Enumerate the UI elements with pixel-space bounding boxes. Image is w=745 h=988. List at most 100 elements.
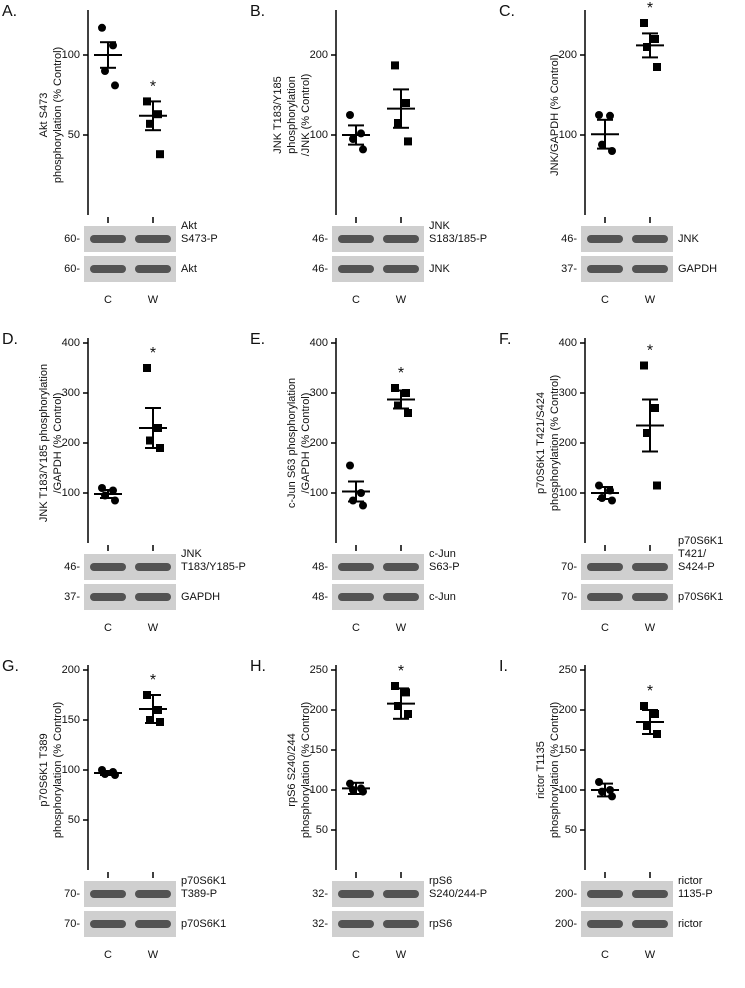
data-point [146, 436, 154, 445]
y-tick-label: 100 [62, 764, 80, 776]
significance-mark: * [398, 365, 404, 382]
blot-band [135, 563, 171, 571]
panel-label: A. [2, 3, 17, 20]
blot-band [90, 890, 126, 898]
blot-marker: 70- [64, 888, 80, 900]
blot-label: GAPDH [678, 263, 717, 275]
panel-label: I. [499, 658, 508, 675]
blot-band [383, 563, 419, 571]
blot-band [587, 593, 623, 601]
data-point [154, 110, 162, 119]
category-label: C [601, 622, 609, 634]
blot-band [135, 890, 171, 898]
significance-mark: * [647, 343, 653, 360]
blot-band [632, 563, 668, 571]
data-point [394, 702, 402, 710]
y-tick-label: 100 [310, 129, 328, 141]
significance-mark: * [150, 79, 156, 96]
y-axis-label: phosphorylation [286, 76, 298, 154]
blot-band [90, 593, 126, 601]
y-tick-label: 200 [310, 704, 328, 716]
blot-marker: 200- [555, 918, 577, 930]
blot-band [135, 235, 171, 243]
blot-label: JNK [181, 548, 202, 560]
blot-band [90, 920, 126, 928]
blot-marker: 48- [312, 561, 328, 573]
category-label: W [148, 622, 159, 634]
data-point [640, 19, 648, 27]
y-tick-label: 200 [559, 49, 577, 61]
blot-label: rpS6 [429, 918, 452, 930]
y-axis-label: phosphorylation (% Control) [549, 375, 561, 511]
blot-label: S183/185-P [429, 233, 487, 245]
blot-marker: 60- [64, 233, 80, 245]
data-point [394, 401, 402, 410]
blot-label: rictor [678, 918, 703, 930]
y-tick-label: 300 [62, 387, 80, 399]
data-point [643, 722, 651, 730]
y-tick-label: 150 [559, 744, 577, 756]
y-tick-label: 50 [316, 824, 328, 836]
y-tick-label: 150 [310, 744, 328, 756]
blot-label: S240/244-P [429, 888, 487, 900]
data-point [653, 63, 661, 71]
data-point [643, 43, 651, 51]
y-tick-label: 50 [565, 824, 577, 836]
blot-band [632, 235, 668, 243]
y-tick-label: 400 [559, 337, 577, 349]
blot-band [383, 235, 419, 243]
data-point [391, 682, 399, 690]
blot-marker: 32- [312, 918, 328, 930]
y-tick-label: 200 [310, 437, 328, 449]
blot-marker: 46- [312, 263, 328, 275]
blot-marker: 48- [312, 591, 328, 603]
blot-label: S424-P [678, 561, 715, 573]
y-axis-label: JNK T183/Y185 [272, 76, 284, 153]
blot-band [338, 265, 374, 273]
significance-mark: * [398, 663, 404, 680]
blot-label: c-Jun [429, 591, 456, 603]
y-tick-label: 50 [68, 814, 80, 826]
blot-band [90, 563, 126, 571]
blot-band [383, 890, 419, 898]
panel-label: B. [250, 3, 265, 20]
blot-band [587, 563, 623, 571]
blot-label: T183/Y185-P [181, 561, 246, 573]
category-label: C [352, 294, 360, 306]
blot-band [338, 890, 374, 898]
data-point [404, 409, 412, 417]
blot-band [587, 265, 623, 273]
category-label: C [352, 949, 360, 961]
blot-band [338, 593, 374, 601]
blot-band [90, 265, 126, 273]
data-point [402, 688, 410, 697]
data-point [402, 99, 410, 107]
data-point [394, 119, 402, 127]
significance-mark: * [150, 672, 156, 689]
data-point [595, 778, 603, 786]
y-tick-label: 100 [62, 49, 80, 61]
panel: A. Akt S473 phosphorylation (% Control) 50 1… [2, 3, 218, 306]
blot-label: JNK [429, 220, 450, 232]
panel: H. rpS6 S240/244 phosphorylation (% Contro… [250, 658, 487, 961]
blot-band [587, 235, 623, 243]
panel-label: C. [499, 3, 515, 20]
data-point [98, 23, 106, 32]
panel: G. p70S6K1 T389 phosphorylation (% Control… [2, 658, 226, 961]
panel: B. JNK T183/Y185 phosphorylation/JNK (% Co… [250, 3, 487, 306]
blot-band [338, 920, 374, 928]
blot-label: S63-P [429, 561, 460, 573]
panel: I. rictor T1135 phosphorylation (% Control… [499, 658, 713, 961]
y-axis-label: /GAPDH (% Control) [300, 393, 312, 494]
panel-label: E. [250, 331, 265, 348]
y-axis-label: p70S6K1 T421/S424 [535, 392, 547, 494]
blot-label: GAPDH [181, 591, 220, 603]
category-label: W [148, 294, 159, 306]
panel: D. JNK T183/Y185 phosphorylation/GAPDH (%… [2, 331, 246, 634]
blot-marker: 46- [312, 233, 328, 245]
significance-mark: * [647, 0, 653, 17]
y-tick-label: 50 [68, 129, 80, 141]
data-point [357, 489, 365, 497]
y-tick-label: 300 [559, 387, 577, 399]
data-point [651, 404, 659, 412]
